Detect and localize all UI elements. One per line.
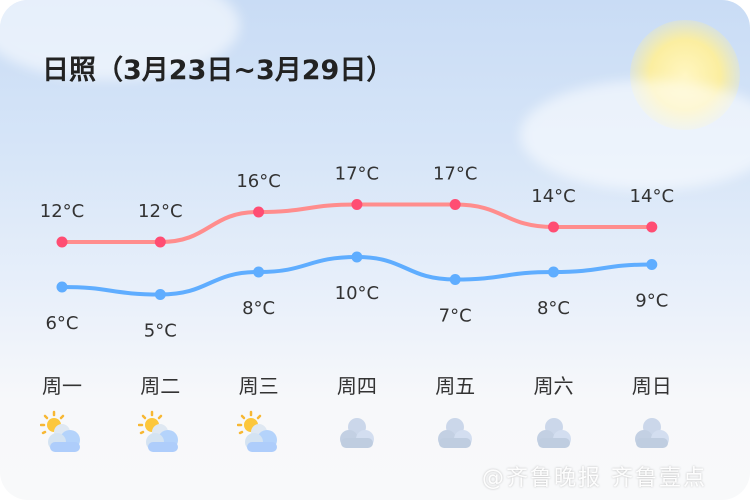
day-label: 周六 bbox=[533, 374, 574, 398]
temperature-chart: 12°C 12°C 16°C 17°C 17°C 14°C 14°C 6°C 5°C 8°C 10°… bbox=[40, 164, 674, 342]
high-temp-label: 16°C bbox=[236, 171, 280, 192]
low-temp-point bbox=[154, 289, 166, 300]
high-temp-point bbox=[56, 236, 68, 248]
high-temp-point bbox=[351, 199, 363, 210]
low-temp-label: 9°C bbox=[635, 291, 668, 312]
day-label: 周二 bbox=[140, 374, 181, 398]
cloudy-icon bbox=[532, 410, 576, 454]
low-temp-label: 8°C bbox=[537, 298, 570, 319]
high-temp-point bbox=[646, 221, 658, 233]
cloudy-icon bbox=[335, 410, 379, 454]
low-temp-label: 10°C bbox=[335, 283, 379, 304]
background-cloud bbox=[520, 80, 750, 190]
cloudy-icon bbox=[630, 410, 674, 454]
low-temp-label: 8°C bbox=[242, 298, 275, 319]
high-temp-label: 17°C bbox=[433, 164, 477, 185]
low-temp-point bbox=[646, 259, 658, 270]
day-label: 周一 bbox=[42, 374, 82, 398]
high-temp-point bbox=[253, 206, 265, 218]
high-temp-point bbox=[154, 236, 166, 248]
watermark: @齐鲁晚报 齐鲁壹点 bbox=[482, 466, 707, 491]
low-temp-point bbox=[253, 266, 265, 278]
low-temp-label: 6°C bbox=[45, 313, 78, 334]
high-temp-label: 12°C bbox=[138, 201, 182, 222]
high-temp-label: 17°C bbox=[335, 164, 379, 185]
day-label: 周四 bbox=[336, 374, 377, 398]
page-title: 日照（3月23日~3月29日） bbox=[42, 55, 394, 86]
partly-cloudy-icon bbox=[39, 410, 84, 454]
partly-cloudy-icon bbox=[138, 410, 182, 454]
cloudy-icon bbox=[433, 410, 477, 454]
high-temp-point bbox=[449, 199, 461, 210]
high-temp-label: 12°C bbox=[40, 201, 84, 222]
low-temp-point bbox=[449, 274, 461, 285]
low-temp-point bbox=[351, 251, 363, 263]
low-temp-point bbox=[548, 266, 559, 278]
high-temp-label: 14°C bbox=[531, 186, 575, 207]
day-label: 周三 bbox=[238, 374, 279, 398]
high-temp-label: 14°C bbox=[630, 186, 674, 207]
day-label: 周日 bbox=[631, 374, 672, 398]
day-label: 周五 bbox=[435, 374, 476, 398]
high-temp-point bbox=[548, 221, 559, 233]
low-temp-point bbox=[56, 281, 68, 293]
low-temp-label: 7°C bbox=[439, 306, 472, 327]
low-temp-label: 5°C bbox=[144, 321, 177, 342]
partly-cloudy-icon bbox=[236, 410, 281, 454]
